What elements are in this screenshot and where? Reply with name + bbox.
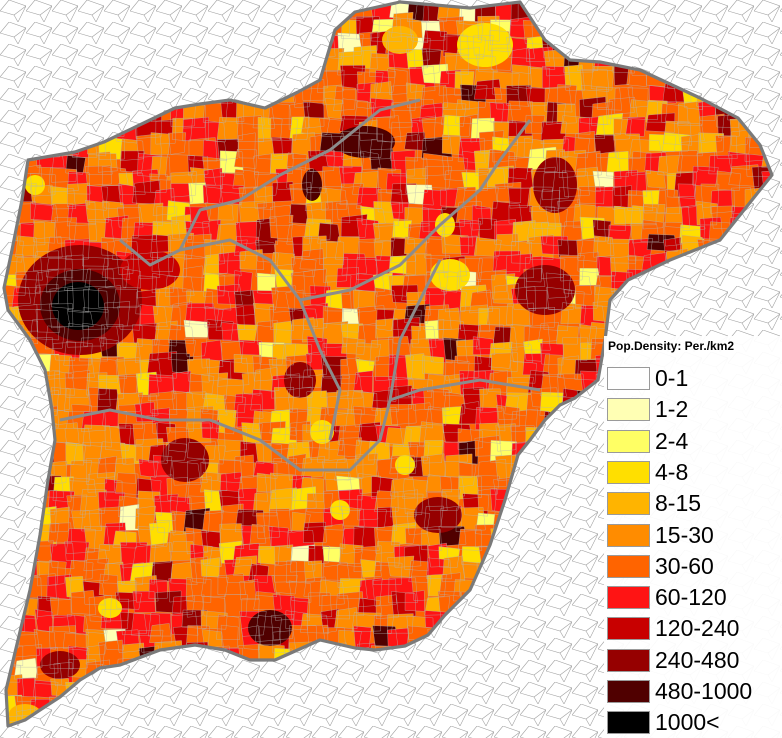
legend-title: Pop.Density: Per./km2 [608, 339, 735, 353]
legend-swatch [607, 367, 650, 390]
legend-swatch [607, 586, 650, 610]
legend-label: 15-30 [655, 521, 714, 548]
legend-label: 120-240 [655, 615, 740, 642]
legend-label: 8-15 [655, 490, 702, 517]
legend-label: 1-2 [655, 396, 689, 423]
legend-item: 4-8 [607, 456, 779, 488]
legend-label: 60-120 [655, 584, 727, 611]
legend-label: 0-1 [655, 365, 689, 391]
legend-label: 240-480 [655, 646, 740, 673]
legend-label: 2-4 [655, 427, 689, 454]
legend-item: 1-2 [607, 393, 779, 425]
legend-swatch [607, 492, 650, 516]
legend-swatch [607, 711, 650, 735]
legend-item: 8-15 [607, 487, 779, 519]
legend-item: 0-1 [607, 362, 779, 394]
legend-item: 480-1000 [607, 675, 779, 707]
legend-swatch [607, 680, 650, 703]
legend-item: 1000< [607, 706, 779, 738]
legend-label: 1000< [655, 709, 720, 736]
legend-label: 30-60 [655, 552, 714, 579]
legend-swatch [607, 523, 650, 547]
legend-item: 2-4 [607, 425, 779, 457]
legend-item: 120-240 [607, 612, 779, 644]
legend-swatch [607, 617, 650, 641]
legend-swatch [607, 460, 650, 484]
legend-swatch [607, 554, 650, 578]
legend-item: 240-480 [607, 644, 779, 676]
legend-item: 30-60 [607, 550, 779, 582]
legend-item: 15-30 [607, 519, 779, 551]
legend-swatch [607, 429, 650, 453]
legend-swatch [607, 648, 650, 672]
legend-label: 4-8 [655, 458, 689, 485]
legend-item: 60-120 [607, 581, 779, 613]
legend-label: 480-1000 [655, 678, 753, 704]
legend: Pop.Density: Per./km2 0-1 1-2 2-4 4-8 8-15 15… [604, 336, 782, 738]
legend-swatch [607, 398, 650, 422]
district-borders [59, 98, 541, 472]
